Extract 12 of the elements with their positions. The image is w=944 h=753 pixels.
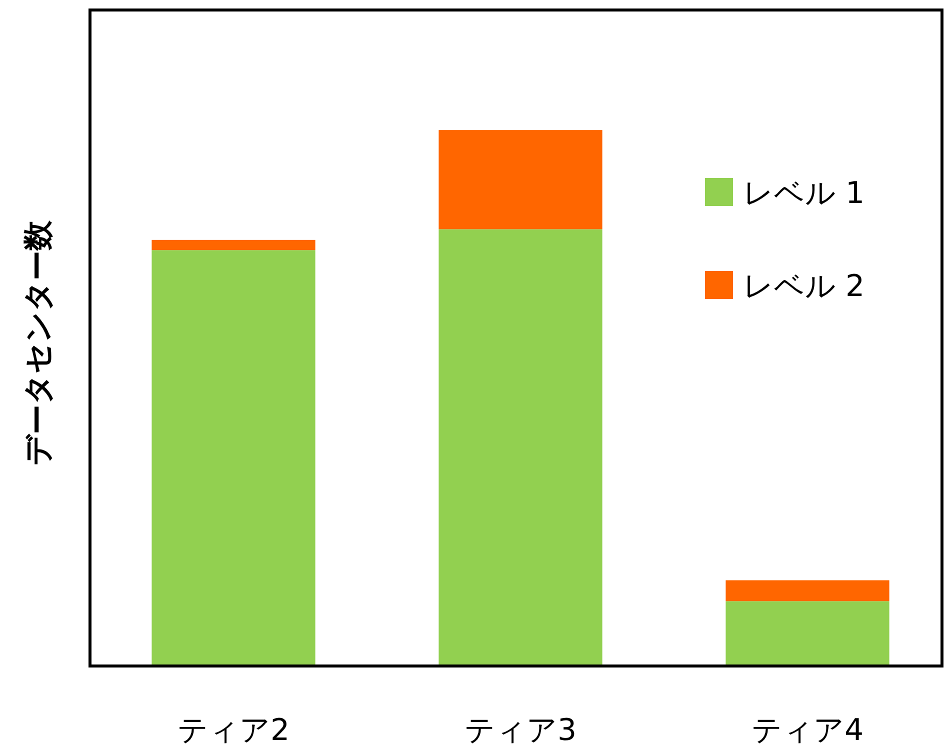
x-tick-label: ティア4: [751, 713, 864, 748]
x-tick-label: ティア2: [177, 713, 290, 748]
bar: [726, 580, 890, 602]
bar: [438, 229, 602, 666]
bar: [438, 130, 602, 230]
x-tick-label: ティア3: [464, 713, 577, 748]
legend-label: レベル 2: [743, 269, 865, 304]
bar: [152, 240, 316, 250]
legend-label: レベル 1: [743, 176, 865, 211]
bar: [152, 250, 316, 666]
bar: [726, 601, 890, 666]
y-axis-title: データセンター数: [21, 220, 56, 466]
